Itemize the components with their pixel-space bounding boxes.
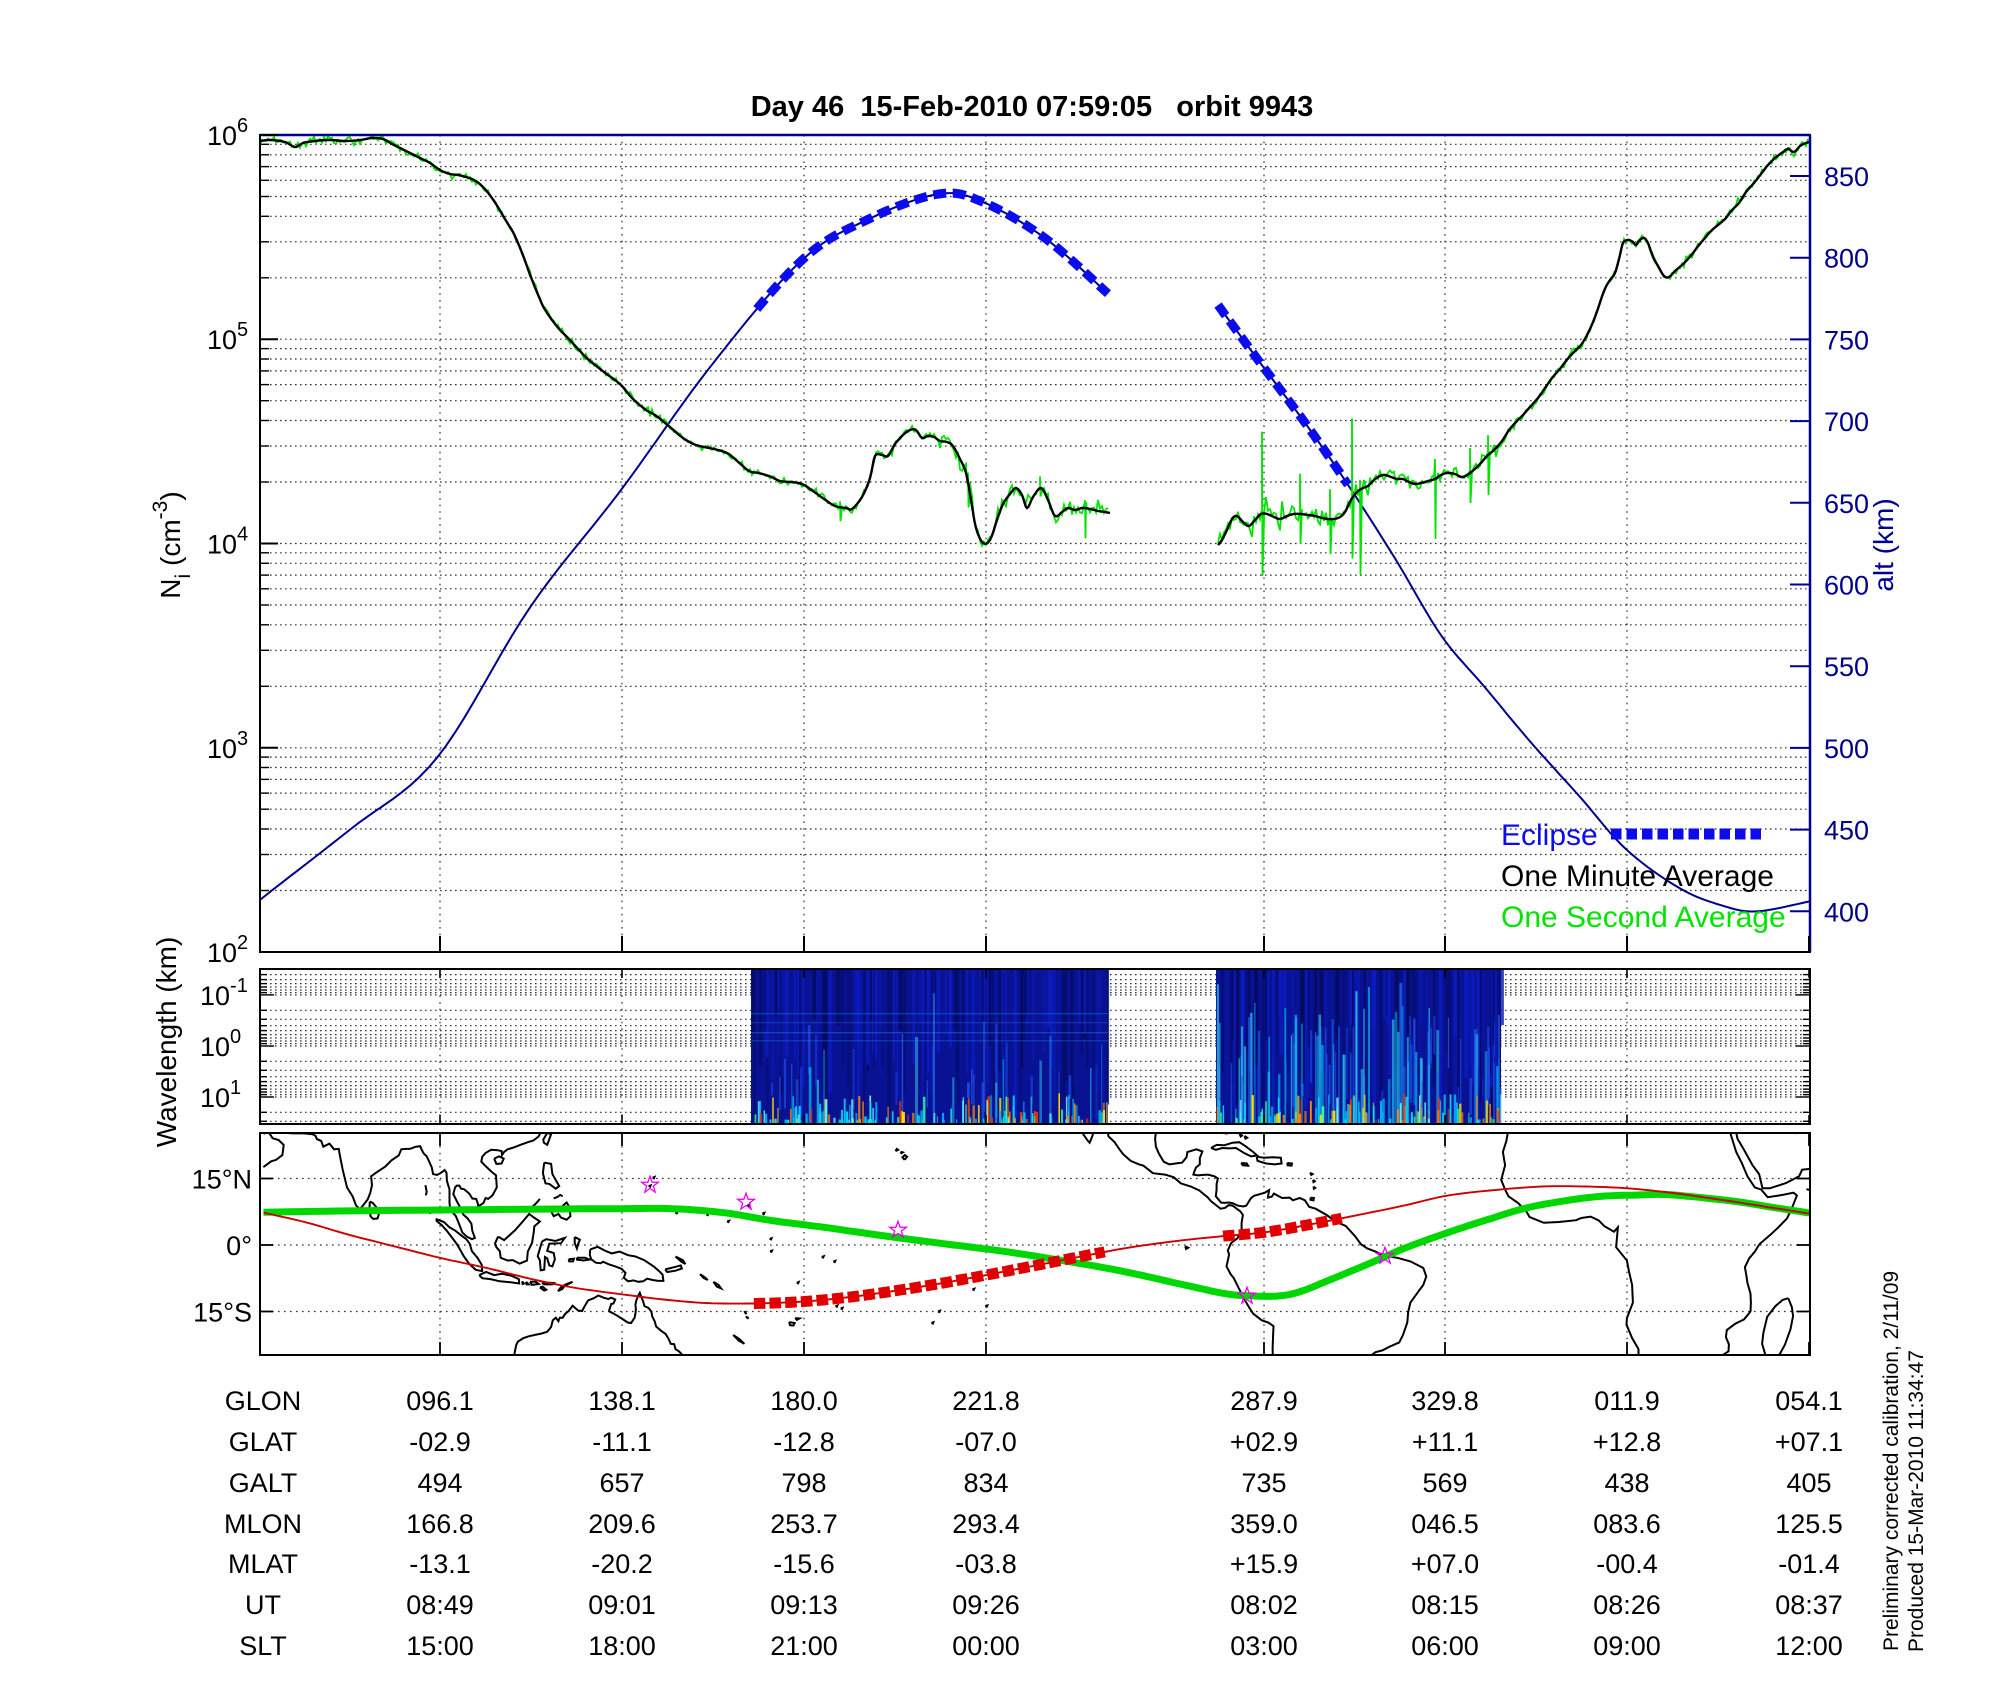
svg-text:12:00: 12:00 — [1775, 1631, 1843, 1661]
svg-text:329.8: 329.8 — [1411, 1386, 1479, 1416]
svg-text:-20.2: -20.2 — [591, 1549, 653, 1579]
svg-text:alt (km): alt (km) — [1868, 498, 1899, 591]
svg-text:550: 550 — [1824, 652, 1869, 682]
svg-text:08:37: 08:37 — [1775, 1590, 1843, 1620]
svg-text:-02.9: -02.9 — [409, 1427, 471, 1457]
svg-text:UT: UT — [245, 1590, 281, 1620]
svg-text:21:00: 21:00 — [770, 1631, 838, 1661]
svg-text:Preliminary corrected calibrat: Preliminary corrected calibration, 2/11/… — [1880, 1271, 1903, 1651]
svg-text:09:00: 09:00 — [1593, 1631, 1661, 1661]
svg-text:359.0: 359.0 — [1230, 1509, 1298, 1539]
svg-text:+02.9: +02.9 — [1230, 1427, 1298, 1457]
svg-text:-11.1: -11.1 — [592, 1427, 652, 1457]
svg-text:106: 106 — [207, 115, 248, 151]
svg-text:293.4: 293.4 — [952, 1509, 1020, 1539]
svg-text:MLAT: MLAT — [228, 1549, 298, 1579]
svg-text:+07.0: +07.0 — [1411, 1549, 1479, 1579]
svg-text:GLAT: GLAT — [229, 1427, 298, 1457]
svg-text:Eclipse: Eclipse — [1501, 819, 1598, 852]
svg-text:SLT: SLT — [239, 1631, 287, 1661]
svg-text:700: 700 — [1824, 407, 1869, 437]
svg-text:253.7: 253.7 — [770, 1509, 838, 1539]
svg-text:08:26: 08:26 — [1593, 1590, 1661, 1620]
svg-text:011.9: 011.9 — [1594, 1386, 1660, 1416]
svg-text:Day 46 15-Feb-2010 07:59:05: Day 46 15-Feb-2010 07:59:05 orbit 9943 — [751, 91, 1314, 123]
svg-text:101: 101 — [200, 1077, 241, 1113]
svg-text:494: 494 — [417, 1468, 462, 1498]
svg-text:03:00: 03:00 — [1230, 1631, 1298, 1661]
svg-text:GLON: GLON — [225, 1386, 302, 1416]
svg-text:09:01: 09:01 — [588, 1590, 656, 1620]
svg-text:096.1: 096.1 — [406, 1386, 474, 1416]
svg-text:08:02: 08:02 — [1230, 1590, 1298, 1620]
svg-text:0°: 0° — [226, 1231, 252, 1261]
svg-text:083.6: 083.6 — [1593, 1509, 1661, 1539]
svg-text:+15.9: +15.9 — [1230, 1549, 1298, 1579]
svg-text:450: 450 — [1824, 816, 1869, 846]
svg-text:15°N: 15°N — [192, 1165, 252, 1195]
svg-text:046.5: 046.5 — [1411, 1509, 1479, 1539]
svg-text:166.8: 166.8 — [406, 1509, 474, 1539]
svg-text:221.8: 221.8 — [952, 1386, 1020, 1416]
svg-text:400: 400 — [1824, 897, 1869, 927]
svg-text:-13.1: -13.1 — [409, 1549, 471, 1579]
svg-text:06:00: 06:00 — [1411, 1631, 1479, 1661]
svg-text:One Minute Average: One Minute Average — [1501, 860, 1774, 893]
svg-text:08:15: 08:15 — [1411, 1590, 1479, 1620]
svg-text:Produced 15-Mar-2010 11:34:47: Produced 15-Mar-2010 11:34:47 — [1905, 1350, 1928, 1652]
svg-text:One Second Average: One Second Average — [1501, 901, 1786, 934]
svg-text:600: 600 — [1824, 571, 1869, 601]
svg-text:15°S: 15°S — [193, 1298, 252, 1328]
svg-text:09:26: 09:26 — [952, 1590, 1020, 1620]
svg-text:125.5: 125.5 — [1775, 1509, 1843, 1539]
svg-text:834: 834 — [963, 1468, 1008, 1498]
svg-text:650: 650 — [1824, 489, 1869, 519]
svg-text:500: 500 — [1824, 734, 1869, 764]
svg-text:-01.4: -01.4 — [1778, 1549, 1840, 1579]
svg-text:850: 850 — [1824, 162, 1869, 192]
svg-text:+12.8: +12.8 — [1593, 1427, 1661, 1457]
svg-text:180.0: 180.0 — [770, 1386, 838, 1416]
svg-text:569: 569 — [1422, 1468, 1467, 1498]
svg-text:-00.4: -00.4 — [1596, 1549, 1658, 1579]
svg-text:-15.6: -15.6 — [773, 1549, 835, 1579]
svg-text:054.1: 054.1 — [1775, 1386, 1843, 1416]
svg-text:GALT: GALT — [229, 1468, 298, 1498]
svg-text:-03.8: -03.8 — [955, 1549, 1017, 1579]
svg-text:750: 750 — [1824, 325, 1869, 355]
svg-text:798: 798 — [781, 1468, 826, 1498]
svg-text:Wavelength (km): Wavelength (km) — [151, 937, 182, 1148]
svg-text:735: 735 — [1241, 1468, 1286, 1498]
svg-text:00:00: 00:00 — [952, 1631, 1020, 1661]
svg-text:287.9: 287.9 — [1230, 1386, 1298, 1416]
svg-text:08:49: 08:49 — [406, 1590, 474, 1620]
svg-text:138.1: 138.1 — [588, 1386, 656, 1416]
svg-text:18:00: 18:00 — [588, 1631, 656, 1661]
svg-text:209.6: 209.6 — [588, 1509, 656, 1539]
svg-text:-07.0: -07.0 — [955, 1427, 1017, 1457]
svg-text:405: 405 — [1786, 1468, 1831, 1498]
svg-text:MLON: MLON — [224, 1509, 302, 1539]
svg-text:657: 657 — [599, 1468, 644, 1498]
svg-text:09:13: 09:13 — [770, 1590, 838, 1620]
svg-text:+11.1: +11.1 — [1412, 1427, 1478, 1457]
svg-text:438: 438 — [1604, 1468, 1649, 1498]
svg-text:15:00: 15:00 — [406, 1631, 474, 1661]
svg-text:+07.1: +07.1 — [1775, 1427, 1843, 1457]
svg-text:800: 800 — [1824, 244, 1869, 274]
svg-text:-12.8: -12.8 — [773, 1427, 835, 1457]
